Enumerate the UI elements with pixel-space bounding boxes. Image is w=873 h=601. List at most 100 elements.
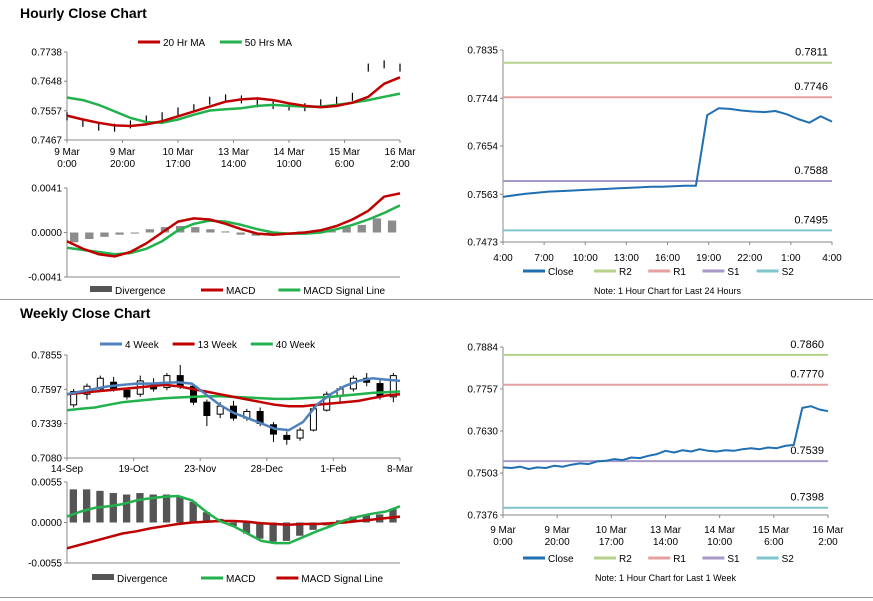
weekly-levels-r2-level-label: 0.7860 (790, 339, 824, 351)
weekly-macd-divergence-bar (362, 515, 371, 523)
hourly-price-xtick-label: 14 Mar (273, 147, 305, 158)
hourly-levels-r2-level-label: 0.7811 (795, 47, 828, 59)
hourly-levels-ytick-label: 0.7835 (467, 46, 498, 57)
hourly-levels-xtick-label: 16:00 (655, 253, 680, 264)
hourly-macd-divergence-bar (85, 232, 94, 240)
weekly-levels-s1-level-label: 0.7539 (790, 445, 824, 457)
weekly-levels-legend-label: Close (548, 554, 574, 565)
weekly-levels-xtick-label: 10 Mar (596, 525, 628, 536)
weekly-candle-body (376, 383, 384, 398)
weekly-price-xtick-label: 8-Mar (387, 464, 414, 475)
hourly-price-xtick-label: 15 Mar (329, 147, 361, 158)
weekly-price-xtick-label: 28-Dec (251, 464, 283, 475)
hourly-macd-legend-label: Divergence (115, 286, 166, 297)
hourly-price-ytick-label: 0.7648 (31, 77, 62, 88)
hourly-ma20-line (66, 76, 401, 128)
weekly-macd-ytick-label: 0.0055 (31, 478, 62, 489)
hourly-price-xtick-label: 6:00 (335, 159, 355, 170)
weekly-price-xtick-label: 1-Feb (320, 464, 347, 475)
hourly-levels-xtick-label: 7:00 (534, 253, 554, 264)
weekly-price-xtick-label: 19-Oct (119, 464, 149, 475)
hourly-price-xtick-label: 14:00 (221, 159, 246, 170)
hourly-levels-legend-label: R1 (673, 267, 686, 278)
hourly-levels-legend-label: S2 (782, 267, 795, 278)
weekly-levels-xtick-label: 0:00 (493, 537, 513, 548)
weekly-levels-ytick-label: 0.7757 (467, 385, 498, 396)
hourly-levels-xtick-label: 22:00 (737, 253, 762, 264)
hourly-macd-divergence-bar (191, 227, 200, 233)
hourly-price-ytick-label: 0.7738 (31, 48, 62, 59)
weekly-signal-line (66, 515, 401, 550)
hourly-levels-xtick-label: 10:00 (573, 253, 598, 264)
weekly-macd-line (66, 494, 401, 545)
weekly-candle-body (389, 375, 397, 398)
hourly-macd-legend-label: MACD Signal Line (303, 286, 385, 297)
weekly-macd-divergence-bar (109, 493, 117, 523)
hourly-price-xtick-label: 9 Mar (54, 147, 80, 158)
hourly-levels-xtick-label: 4:00 (493, 253, 513, 264)
hourly-price-ytick-label: 0.7467 (31, 136, 62, 147)
weekly-candle-body (203, 401, 211, 416)
hourly-macd-ytick-label: 0.0041 (31, 184, 62, 195)
weekly-levels-xtick-label: 10:00 (707, 537, 732, 548)
hourly-levels-s1-level-label: 0.7588 (794, 165, 828, 177)
weekly-macd-divergence-bar (122, 494, 131, 523)
weekly-macd-legend-label: Divergence (117, 574, 168, 585)
weekly-levels-xtick-label: 6:00 (764, 537, 784, 548)
weekly-candle-body (176, 375, 184, 387)
weekly-levels-xtick-label: 14:00 (653, 537, 678, 548)
weekly-macd-divergence-bar (136, 493, 144, 523)
weekly-macd-divergence-bar (176, 496, 184, 523)
hourly-macd-divergence-bar (145, 229, 155, 233)
weekly-macd-divergence-bar (82, 489, 91, 523)
hourly-price-legend-label: 20 Hr MA (163, 38, 206, 49)
weekly-levels-xtick-label: 16 Mar (812, 525, 844, 536)
hourly-price-xtick-label: 13 Mar (218, 147, 250, 158)
weekly-levels-xtick-label: 20:00 (545, 537, 570, 548)
hourly-macd-divergence-bar (236, 232, 245, 235)
weekly-price-ytick-label: 0.7339 (31, 419, 62, 430)
hourly-levels-note: Note: 1 Hour Chart for Last 24 Hours (594, 286, 742, 296)
weekly-levels-legend-label: R1 (673, 554, 686, 565)
weekly-levels-legend-label: S2 (782, 554, 795, 565)
hourly-levels-r1-level-label: 0.7746 (794, 81, 828, 93)
weekly-macd-divergence-bar (256, 522, 264, 539)
weekly-levels-ytick-label: 0.7376 (467, 511, 498, 522)
bottom-divider (0, 597, 873, 598)
hourly-levels-ytick-label: 0.7563 (467, 190, 498, 201)
weekly-macd-legend-swatch (92, 574, 114, 580)
hourly-levels-xtick-label: 13:00 (614, 253, 639, 264)
hourly-levels-legend-label: R2 (619, 267, 632, 278)
weekly-macd-divergence-bar (389, 509, 397, 523)
hourly-levels-ytick-label: 0.7654 (467, 142, 498, 153)
weekly-price-legend-label: 13 Week (198, 340, 238, 351)
weekly-macd-legend-label: MACD Signal Line (301, 574, 383, 585)
weekly-macd-divergence-bar (296, 522, 304, 536)
hourly-levels-xtick-label: 4:00 (822, 253, 842, 264)
weekly-macd-divergence-bar (282, 522, 291, 541)
hourly-levels-s2-level-label: 0.7495 (794, 214, 828, 226)
weekly-macd-ytick-label: -0.0055 (28, 559, 62, 570)
hourly-price-xtick-label: 17:00 (165, 159, 190, 170)
weekly-macd-divergence-bar (189, 501, 197, 523)
weekly-candle-body (123, 389, 131, 398)
hourly-macd-divergence-bar (221, 231, 230, 233)
weekly-macd-divergence-bar (149, 494, 157, 523)
weekly-levels-ytick-label: 0.7630 (467, 427, 498, 438)
weekly-levels-s2-level-label: 0.7398 (790, 492, 824, 504)
weekly-macd-divergence-bar (269, 522, 277, 542)
hourly-levels-legend-label: S1 (727, 267, 740, 278)
hourly-macd-divergence-bar (100, 232, 109, 237)
weekly-levels-r1-level-label: 0.7770 (790, 369, 824, 381)
weekly-macd-legend-label: MACD (226, 574, 255, 585)
hourly-levels-ytick-label: 0.7473 (467, 238, 498, 249)
hourly-price-xtick-label: 20:00 (110, 159, 135, 170)
hourly-levels-xtick-label: 1:00 (781, 253, 801, 264)
weekly-ma13-line (66, 383, 401, 408)
hourly-price-legend-label: 50 Hrs MA (245, 38, 293, 49)
hourly-section-title: Hourly Close Chart (20, 5, 147, 21)
weekly-macd-divergence-bar (242, 522, 251, 534)
weekly-candle-body (70, 391, 78, 406)
weekly-macd-divergence-bar (162, 494, 171, 523)
hourly-macd-divergence-bar (342, 227, 351, 233)
